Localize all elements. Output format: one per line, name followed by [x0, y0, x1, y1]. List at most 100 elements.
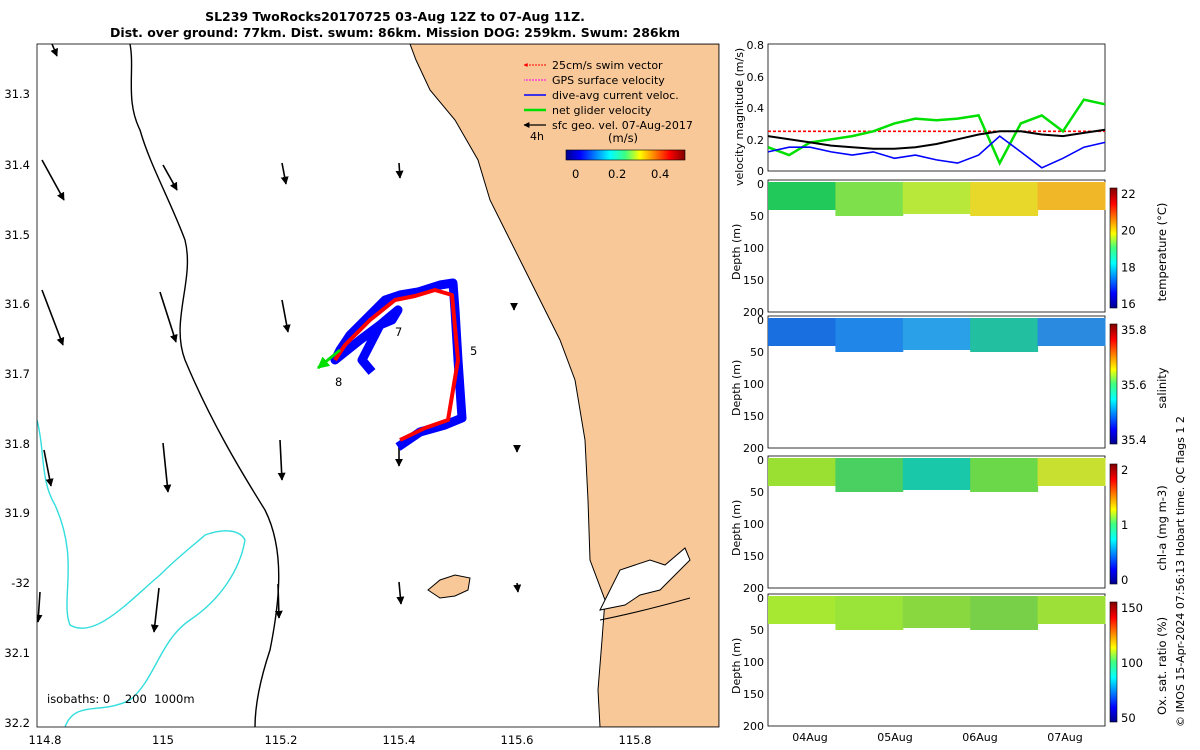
colorbar-tick: 16 — [1121, 297, 1136, 311]
colorbar-tick-0: 0 — [572, 167, 579, 181]
speed-colorbar — [565, 149, 686, 161]
depth-tick: 100 — [743, 242, 764, 255]
lon-tick: 115.2 — [265, 733, 298, 747]
surface-velocity-arrows — [37, 44, 522, 633]
depth-tick: 50 — [750, 486, 764, 499]
lat-tick: -32 — [11, 576, 30, 590]
section-cells — [768, 596, 836, 624]
date-tick: 07Aug — [1047, 731, 1082, 744]
colorbar-tick: 2 — [1121, 463, 1128, 477]
date-tick: 06Aug — [962, 731, 997, 744]
section-cells — [970, 596, 1039, 630]
lon-tick: 115.8 — [619, 733, 652, 747]
section-cells — [835, 458, 904, 492]
colorbar-label: Ox. sat. ratio (%) — [1155, 617, 1169, 715]
colorbar-tick-1: 0.2 — [608, 167, 626, 181]
depth-tick: 100 — [743, 378, 764, 391]
depth-tick: 0 — [757, 592, 764, 605]
section-cells — [970, 318, 1039, 352]
section-panel-1: 0 50 100 150 200 Depth (m) 16 18 20 22 temperature… — [730, 178, 1169, 319]
lon-tick: 115 — [152, 733, 174, 747]
lon-tick: 115.4 — [383, 733, 416, 747]
lat-tick: 31.6 — [4, 297, 30, 311]
lat-tick: 32.2 — [4, 716, 30, 730]
isobath-legend: isobaths: 0 200 1000m — [47, 692, 195, 706]
lat-tick: 31.3 — [4, 87, 30, 101]
section-cells — [768, 182, 836, 210]
colorbar-tick: 35.8 — [1121, 323, 1147, 337]
depth-tick: 0 — [757, 178, 764, 191]
colorbar-tick: 0 — [1121, 573, 1128, 587]
depth-ylabel: Depth (m) — [730, 638, 743, 694]
chart-title-line-1: SL239 TwoRocks20170725 03-Aug 12Z to 07-… — [205, 9, 585, 24]
legend-sfc-geo: sfc geo. vel. 07-Aug-2017 — [552, 119, 693, 132]
vel-ylabel: velocity magnitude (m/s) — [733, 48, 746, 186]
depth-ylabel: Depth (m) — [730, 500, 743, 556]
section-panel-2: 0 50 100 150 200 Depth (m) 35.4 35.6 35.8 salinit… — [730, 314, 1169, 455]
legend-net-velocity: net glider velocity — [552, 104, 652, 117]
vel-ytick: 0.6 — [747, 71, 765, 84]
colorbar-tick: 20 — [1121, 224, 1136, 238]
depth-tick: 50 — [750, 210, 764, 223]
depth-tick: 200 — [743, 720, 764, 733]
map-lon-ticks: 114.8 115 115.2 115.4 115.6 115.8 — [29, 733, 652, 747]
section-colorbar — [1109, 601, 1118, 723]
lat-tick: 31.9 — [4, 506, 30, 520]
colorbar-label: chl-a (mg m-3) — [1155, 485, 1169, 570]
colorbar-tick: 18 — [1121, 260, 1136, 274]
legend-gps-velocity: GPS surface velocity — [552, 74, 665, 87]
legend-interval: 4h — [530, 130, 544, 143]
day-label-7: 7 — [395, 325, 402, 339]
lat-tick: 31.7 — [4, 367, 30, 381]
colorbar-label: temperature (°C) — [1155, 203, 1169, 302]
depth-tick: 150 — [743, 550, 764, 563]
colorbar-tick: 22 — [1121, 187, 1136, 201]
chart-title-line-2: Dist. over ground: 77km. Dist. swum: 86k… — [110, 25, 680, 40]
coastline-land — [409, 44, 719, 727]
map-panel: 5 7 8 isobaths: 0 200 1000m 25cm/s swim … — [4, 43, 720, 747]
colorbar-tick: 35.6 — [1121, 378, 1147, 392]
section-panel-4: 0 50 100 150 200 Depth (m) 50 100 150 Ox. sat. ra… — [730, 592, 1169, 744]
glider-track — [317, 278, 467, 451]
section-cells — [835, 182, 904, 216]
colorbar-tick: 100 — [1121, 656, 1143, 670]
velocity-series-dive-avg-current — [767, 135, 1106, 169]
isobath-200m — [129, 44, 280, 727]
depth-tick: 200 — [743, 442, 764, 455]
date-tick: 04Aug — [792, 731, 827, 744]
colorbar-tick: 35.4 — [1121, 433, 1147, 447]
section-colorbar — [1109, 463, 1118, 585]
depth-tick: 100 — [743, 518, 764, 531]
depth-tick: 200 — [743, 582, 764, 595]
section-cells — [902, 458, 971, 490]
depth-tick: 50 — [750, 346, 764, 359]
vel-ytick: 0.2 — [747, 134, 765, 147]
section-colorbar — [1109, 323, 1118, 445]
vel-ytick: 0.8 — [747, 39, 765, 52]
day-label-5: 5 — [470, 344, 477, 358]
map-legend: 25cm/s swim vector GPS surface velocity … — [523, 59, 693, 181]
section-panel-3: 0 50 100 150 200 Depth (m) 0 1 2 chl-a (mg m-3) — [730, 454, 1169, 595]
lat-tick: 31.5 — [4, 228, 30, 242]
section-cells — [768, 458, 836, 486]
isobath-1000m — [37, 419, 246, 727]
colorbar-tick: 150 — [1121, 601, 1143, 615]
colorbar-tick: 1 — [1121, 518, 1128, 532]
section-cells — [1037, 182, 1106, 210]
lat-tick: 31.8 — [4, 437, 30, 451]
velocity-series-sfc-geo — [767, 128, 1106, 150]
section-colorbar — [1109, 187, 1118, 309]
island-rottnest — [427, 574, 471, 599]
depth-tick: 0 — [757, 314, 764, 327]
depth-tick: 200 — [743, 306, 764, 319]
depth-tick: 100 — [743, 656, 764, 669]
depth-tick: 50 — [750, 624, 764, 637]
section-cells — [835, 318, 904, 352]
map-lat-ticks: 31.3 31.4 31.5 31.6 31.7 31.8 31.9 -32 3… — [4, 87, 30, 730]
vel-ytick: 0 — [757, 165, 764, 178]
legend-dive-avg: dive-avg current veloc. — [552, 89, 679, 102]
velocity-series-net-glider — [767, 98, 1106, 166]
colorbar-unit: (m/s) — [608, 131, 638, 145]
section-cells — [970, 458, 1039, 492]
